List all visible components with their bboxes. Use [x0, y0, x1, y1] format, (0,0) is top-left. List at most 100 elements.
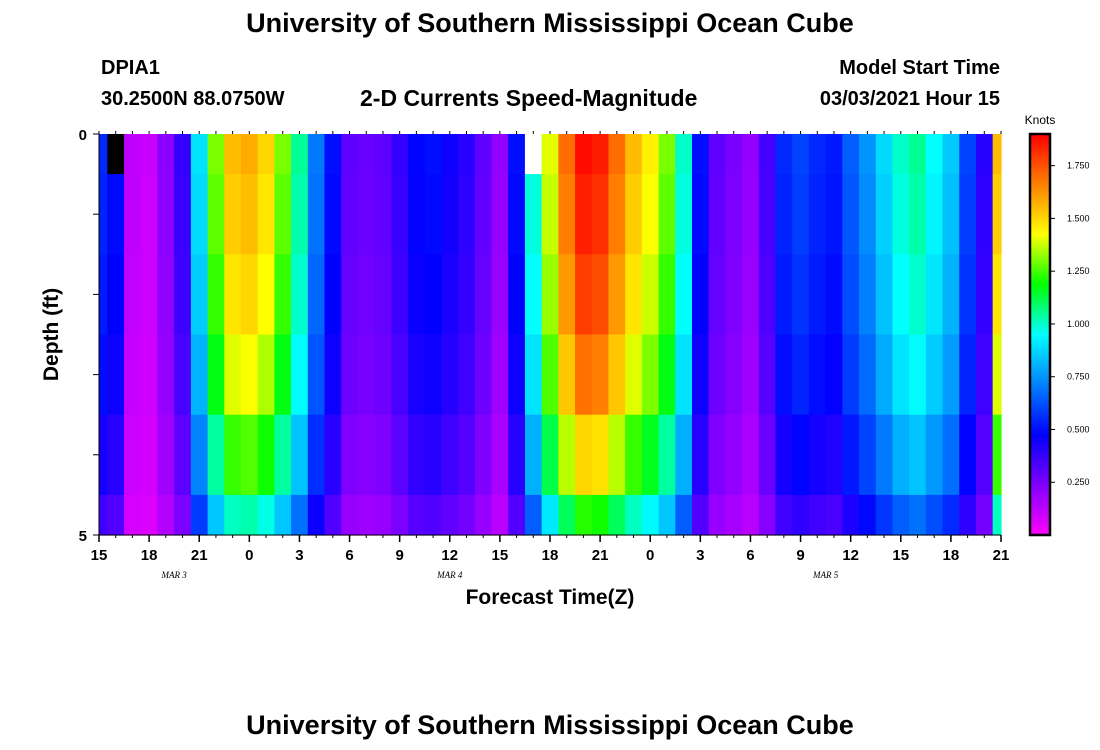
heatmap-cell — [524, 494, 543, 536]
heatmap-cell — [625, 134, 643, 175]
heatmap-cell — [324, 174, 342, 255]
heatmap-cell — [224, 134, 242, 175]
heatmap-cell — [408, 414, 426, 496]
heatmap-cell — [608, 494, 626, 536]
heatmap-cell — [324, 334, 342, 416]
heatmap-cell — [224, 414, 242, 496]
heatmap-cell — [99, 254, 108, 336]
station-location: 30.2500N 88.0750W — [101, 88, 285, 110]
heatmap-cell — [291, 494, 309, 536]
heatmap-cell — [708, 494, 726, 536]
heatmap-cell — [508, 174, 526, 255]
y-axis-label: Depth (ft) — [40, 288, 63, 381]
model-start-label: Model Start Time — [839, 57, 1000, 79]
heatmap-cell — [140, 414, 159, 496]
heatmap-cell — [625, 334, 643, 416]
heatmap-cell — [491, 174, 509, 255]
heatmap-cell — [658, 334, 676, 416]
heatmap-cell — [207, 134, 225, 175]
heatmap-cell — [675, 334, 693, 416]
heatmap-cell — [875, 174, 894, 255]
heatmap-cell — [374, 174, 392, 255]
heatmap-cell — [892, 174, 910, 255]
heatmap-cell — [207, 334, 225, 416]
heatmap-cell — [575, 414, 593, 496]
heatmap-cell — [174, 494, 192, 536]
heatmap-cell — [658, 134, 676, 175]
heatmap-cell — [892, 134, 910, 175]
heatmap-cell — [257, 414, 275, 496]
heatmap-cell — [792, 334, 810, 416]
heatmap-cell — [391, 134, 409, 175]
heatmap-cell — [441, 414, 459, 496]
heatmap-cell — [524, 414, 543, 496]
heatmap-cell — [859, 334, 877, 416]
heatmap-cell — [742, 414, 760, 496]
heatmap-cell — [107, 174, 125, 255]
heatmap-cell — [575, 494, 593, 536]
heatmap-cell — [441, 334, 459, 416]
heatmap-cell — [859, 254, 877, 336]
heatmap-cell — [792, 494, 810, 536]
colorbar-tick-label: 0.500 — [1067, 424, 1090, 434]
heatmap-cell — [474, 494, 493, 536]
heatmap-cell — [541, 414, 559, 496]
heatmap-cell — [708, 334, 726, 416]
heatmap-cell — [240, 174, 259, 255]
heatmap-cell — [541, 174, 559, 255]
heatmap-cell — [909, 414, 927, 496]
heatmap-cell — [408, 254, 426, 336]
heatmap-cell — [424, 334, 443, 416]
heatmap-cell — [641, 174, 660, 255]
heatmap-cell — [424, 134, 443, 175]
heatmap-cell — [441, 134, 459, 175]
heatmap-cell — [959, 174, 977, 255]
heatmap-cell — [892, 334, 910, 416]
heatmap-cell — [190, 414, 209, 496]
x-tick-label: 15 — [492, 547, 509, 564]
x-tick-label: 18 — [141, 547, 158, 564]
y-tick-label-bottom: 5 — [79, 528, 87, 545]
heatmap-cell — [341, 174, 359, 255]
heatmap-cell — [875, 334, 894, 416]
colorbar-label: Knots — [1025, 113, 1056, 127]
heatmap-cell — [608, 174, 626, 255]
heatmap-cell — [875, 414, 894, 496]
heatmap-cell — [875, 134, 894, 175]
heatmap-cell — [808, 254, 827, 336]
heatmap-cell — [341, 494, 359, 536]
heatmap-cell — [959, 414, 977, 496]
heatmap-cell — [641, 494, 660, 536]
heatmap-cell — [591, 174, 610, 255]
y-tick-label-top: 0 — [79, 127, 87, 144]
heatmap-cell — [124, 414, 142, 496]
heatmap-cell — [207, 494, 225, 536]
heatmap-cell — [742, 174, 760, 255]
heatmap-cell — [975, 134, 994, 175]
heatmap-cell — [157, 254, 175, 336]
heatmap-cell — [224, 334, 242, 416]
heatmap-cell — [808, 414, 827, 496]
heatmap-cell — [909, 254, 927, 336]
heatmap-cell — [324, 134, 342, 175]
heatmap-cell — [274, 334, 292, 416]
heatmap-cell — [942, 174, 960, 255]
heatmap-cell — [842, 334, 860, 416]
heatmap-cell — [307, 414, 326, 496]
heatmap-cell — [541, 254, 559, 336]
heatmap-cell — [174, 174, 192, 255]
heatmap-cell — [274, 134, 292, 175]
heatmap-cell — [691, 174, 710, 255]
heatmap-cell — [558, 134, 576, 175]
heatmap-cell — [859, 174, 877, 255]
heatmap-cell — [758, 334, 777, 416]
heatmap-cell — [140, 254, 159, 336]
heatmap-cell — [825, 494, 843, 536]
heatmap-cell — [959, 134, 977, 175]
heatmap-cell — [207, 254, 225, 336]
heatmap-cell — [575, 254, 593, 336]
heatmap-cell — [892, 494, 910, 536]
heatmap-cell — [808, 334, 827, 416]
x-tick-label: 15 — [91, 547, 108, 564]
heatmap-cell — [124, 134, 142, 175]
